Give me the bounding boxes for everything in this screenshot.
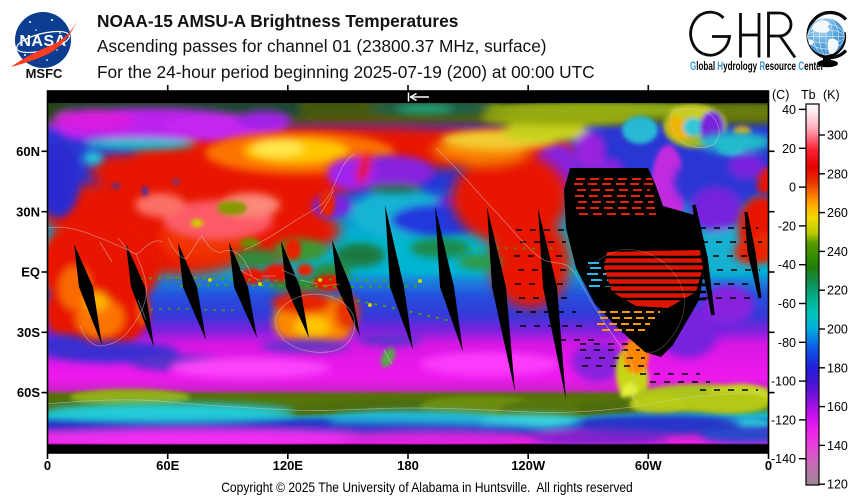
- svg-text:30S: 30S: [17, 325, 40, 340]
- svg-text:220: 220: [827, 284, 848, 298]
- svg-text:20: 20: [782, 142, 796, 156]
- svg-text:-80: -80: [778, 336, 796, 350]
- svg-text:60E: 60E: [156, 458, 179, 473]
- svg-text:40: 40: [782, 103, 796, 117]
- svg-text:-100: -100: [771, 375, 796, 389]
- svg-text:60W: 60W: [635, 458, 662, 473]
- svg-text:140: 140: [827, 439, 848, 453]
- svg-text:0: 0: [44, 458, 51, 473]
- svg-text:EQ: EQ: [21, 265, 40, 280]
- svg-text:60N: 60N: [16, 144, 40, 159]
- svg-text:30N: 30N: [16, 205, 40, 220]
- svg-text:(K): (K): [823, 88, 840, 102]
- svg-text:Tb: Tb: [801, 88, 816, 102]
- svg-text:0: 0: [765, 458, 772, 473]
- svg-text:120: 120: [827, 478, 848, 492]
- svg-text:(C): (C): [772, 88, 789, 102]
- svg-text:-20: -20: [778, 219, 796, 233]
- svg-text:280: 280: [827, 167, 848, 181]
- svg-text:240: 240: [827, 245, 848, 259]
- svg-text:120W: 120W: [511, 458, 546, 473]
- svg-text:120E: 120E: [273, 458, 304, 473]
- svg-text:300: 300: [827, 129, 848, 143]
- svg-text:-120: -120: [771, 413, 796, 427]
- svg-text:0: 0: [789, 181, 796, 195]
- svg-text:180: 180: [397, 458, 419, 473]
- svg-text:260: 260: [827, 206, 848, 220]
- svg-text:-60: -60: [778, 297, 796, 311]
- svg-text:160: 160: [827, 400, 848, 414]
- svg-text:200: 200: [827, 323, 848, 337]
- svg-text:-40: -40: [778, 258, 796, 272]
- svg-text:180: 180: [827, 361, 848, 375]
- svg-text:60S: 60S: [17, 385, 40, 400]
- svg-text:-140: -140: [771, 452, 796, 466]
